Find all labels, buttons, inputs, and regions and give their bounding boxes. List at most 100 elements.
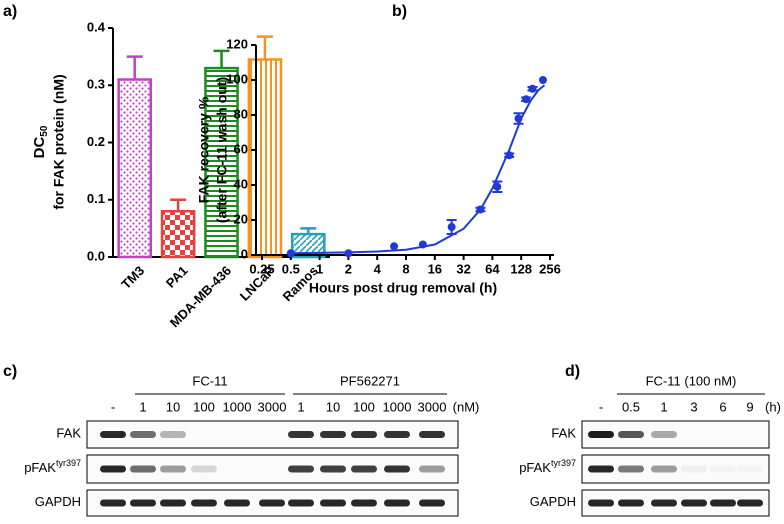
band — [384, 431, 410, 438]
point — [505, 151, 514, 160]
fit-line — [290, 84, 546, 255]
band — [288, 431, 314, 438]
point — [493, 182, 502, 191]
row-label: pFAKtyr397 — [24, 458, 81, 475]
band — [737, 431, 763, 438]
row-label-sup: tyr397 — [56, 458, 81, 468]
point — [538, 76, 547, 84]
lane-label: 10 — [326, 399, 340, 414]
panel-label: d) — [565, 363, 580, 380]
lane-label: 6 — [719, 399, 726, 414]
y-axis-label: FAK recovery % — [196, 96, 212, 203]
y-tick-label: 40 — [234, 176, 248, 191]
x-tick-label: 0.25 — [249, 261, 274, 276]
band — [259, 431, 285, 438]
band — [651, 465, 677, 473]
panel-label: b) — [392, 3, 407, 20]
band — [191, 465, 217, 473]
x-tick-label: 64 — [485, 261, 500, 276]
unit-label: (h) — [765, 399, 781, 414]
band — [351, 465, 377, 473]
point — [476, 205, 485, 214]
row-label-main: FAK — [56, 426, 81, 441]
lane-label: 1 — [139, 399, 146, 414]
row-label-main: GAPDH — [35, 494, 81, 509]
band — [100, 431, 126, 438]
lane-label: 3000 — [258, 399, 287, 414]
x-tick-label: 2 — [345, 261, 352, 276]
x-axis-label: Hours post drug removal (h) — [309, 280, 497, 296]
y-label-sub: 50 — [39, 125, 50, 137]
y-axis-label: (after FC-11 wash out) — [214, 77, 230, 223]
group-label: FC-11 — [192, 373, 227, 388]
band — [710, 466, 736, 473]
band — [618, 465, 644, 473]
y-tick-label: 0.1 — [87, 191, 105, 206]
lane-label: - — [111, 399, 115, 414]
row-label: GAPDH — [530, 494, 576, 509]
y-axis-label: DC50 — [31, 125, 50, 158]
band — [618, 499, 644, 507]
band — [351, 499, 377, 507]
y-label-main: DC — [31, 137, 48, 159]
lane-label: 1000 — [223, 399, 252, 414]
row-label: GAPDH — [35, 494, 81, 509]
lane-label: 100 — [353, 399, 375, 414]
x-tick-label: 256 — [539, 261, 561, 276]
band — [681, 431, 707, 438]
x-tick-label: 128 — [510, 261, 532, 276]
row-label: FAK — [551, 426, 576, 441]
point — [286, 249, 295, 258]
band — [288, 465, 314, 473]
row-label-main: FAK — [551, 426, 576, 441]
band — [259, 499, 285, 507]
lane-label: 1000 — [383, 399, 412, 414]
y-tick-label: 0.0 — [87, 248, 105, 263]
lane-label: 1 — [660, 399, 667, 414]
x-tick-label: 4 — [374, 261, 382, 276]
band — [384, 499, 410, 507]
point — [344, 249, 353, 258]
row-label-main: pFAK — [519, 460, 551, 475]
bar — [204, 66, 239, 259]
lane-label: 10 — [166, 399, 180, 414]
band — [419, 499, 445, 507]
band — [351, 431, 377, 438]
point — [514, 114, 523, 123]
band — [130, 499, 156, 507]
band — [710, 431, 736, 438]
band — [419, 431, 445, 438]
band — [160, 431, 186, 438]
bar — [247, 58, 283, 259]
band — [737, 499, 763, 507]
row-label-main: pFAK — [24, 460, 56, 475]
band — [224, 499, 250, 507]
band — [710, 499, 736, 507]
band — [588, 431, 614, 438]
x-tick-label: PA1 — [163, 263, 191, 291]
x-tick-label: 8 — [402, 261, 409, 276]
band — [588, 465, 614, 473]
band — [160, 465, 186, 473]
band — [288, 499, 314, 507]
band — [419, 465, 445, 473]
lane-label: 1 — [297, 399, 304, 414]
band — [384, 465, 410, 473]
band — [588, 499, 614, 507]
panel-label: a) — [3, 3, 17, 20]
bar-chart: 0.0 0.1 0.2 0.3 0.4 DC50 for FAK protein (nM) T… — [31, 19, 330, 330]
group-label: FC-11 (100 nM) — [646, 373, 737, 388]
point — [447, 223, 456, 231]
band — [737, 466, 763, 473]
unit-label: (nM) — [453, 399, 480, 414]
lane-label: - — [599, 399, 603, 414]
lane-label: 0.5 — [622, 399, 640, 414]
row-label: FAK — [56, 426, 81, 441]
y-tick-label: 0.2 — [87, 134, 105, 149]
band — [224, 466, 250, 473]
x-tick-label: 32 — [456, 261, 470, 276]
y-tick-label: 0 — [241, 246, 248, 261]
lane-label: 3000 — [418, 399, 447, 414]
y-tick-label: 100 — [226, 71, 248, 86]
